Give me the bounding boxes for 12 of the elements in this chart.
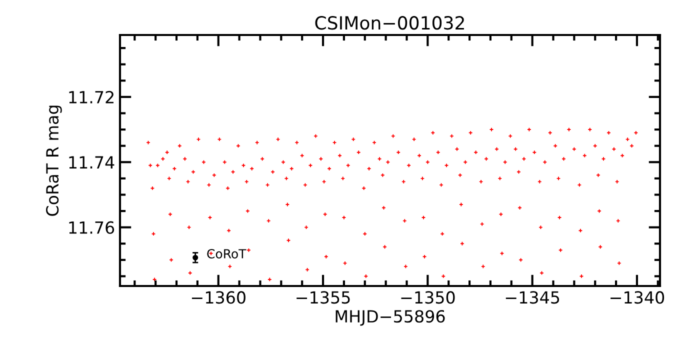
y-tick-label: 11.76 — [69, 221, 114, 234]
chart-title: CSIMon−001032 — [315, 16, 464, 30]
x-tick-label: −1340 — [610, 291, 664, 304]
y-tick-label: 11.74 — [69, 156, 114, 168]
x-tick-label: −1350 — [401, 291, 455, 304]
x-tick-label: −1345 — [506, 291, 560, 304]
x-tick-label: −1360 — [192, 291, 246, 304]
y-tick-label: 11.72 — [69, 90, 114, 104]
x-axis-title: MHJD−55896 — [336, 310, 445, 326]
annotation: CoRoT — [207, 249, 246, 258]
y-axis-title: CoRaT R mag — [46, 106, 62, 216]
x-tick-label: −1355 — [296, 291, 350, 304]
